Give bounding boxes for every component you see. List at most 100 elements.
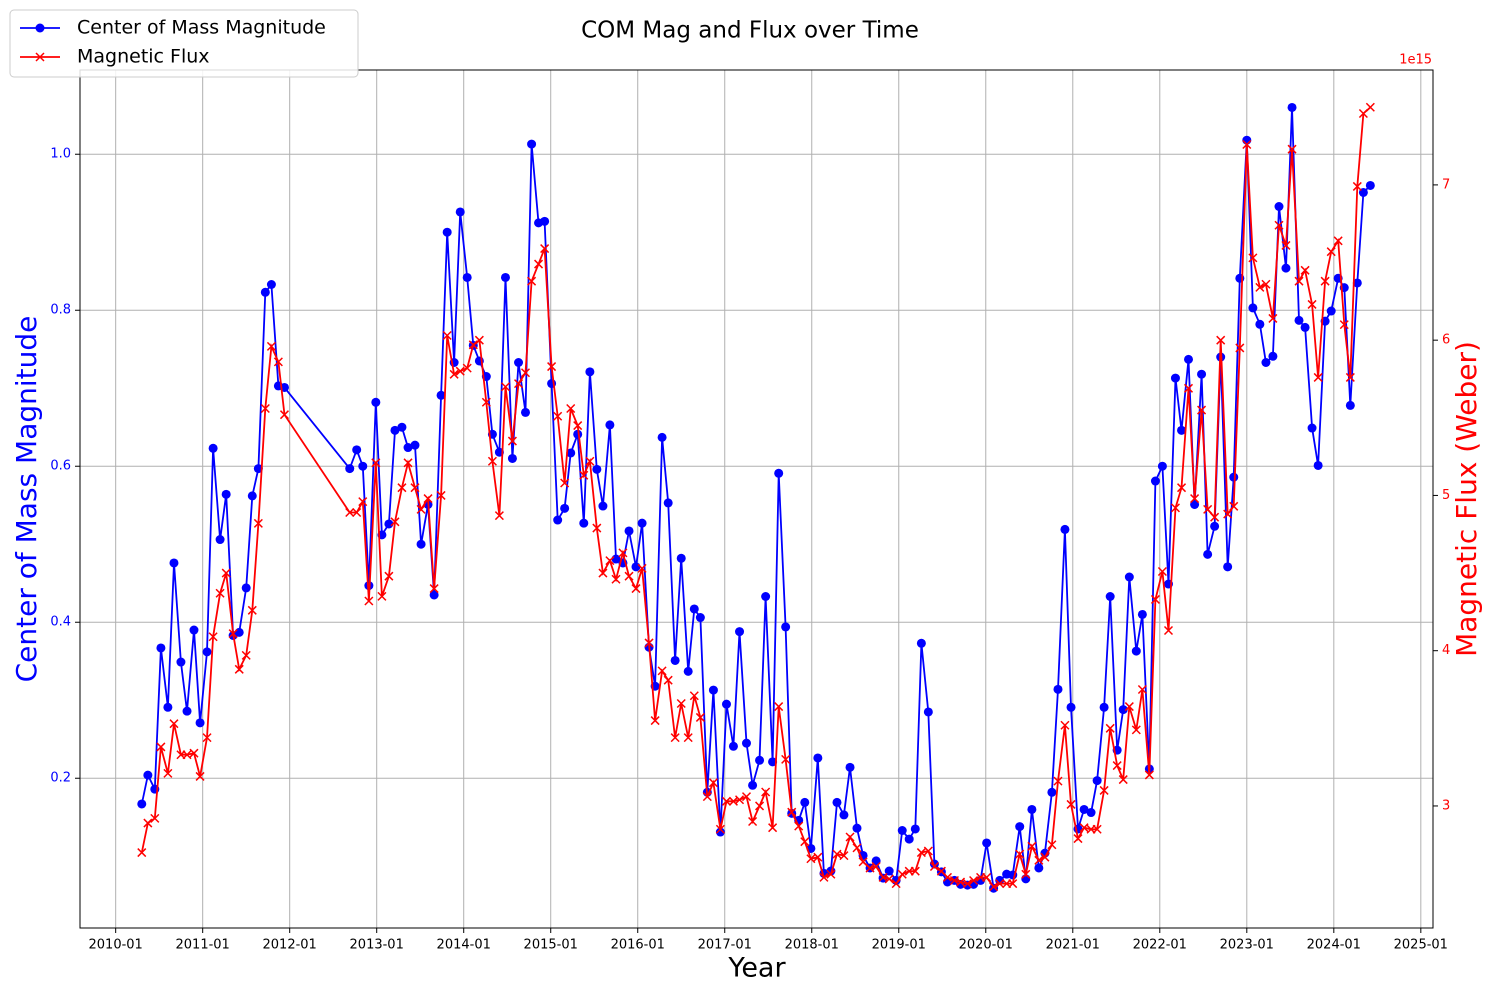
- marker: [215, 588, 225, 598]
- marker: [189, 748, 199, 758]
- marker: [377, 591, 387, 601]
- marker: [1105, 723, 1115, 733]
- marker: [579, 518, 589, 528]
- marker: [449, 369, 459, 379]
- marker: [832, 849, 842, 859]
- x-tick-label: 2024-01: [1307, 938, 1361, 953]
- marker: [715, 824, 725, 834]
- legend-marker: [35, 23, 45, 33]
- marker: [481, 397, 491, 407]
- y-tick-label: 0.6: [50, 459, 71, 474]
- marker: [1190, 494, 1200, 504]
- y-tick-label: 0.8: [50, 303, 71, 318]
- marker: [487, 456, 497, 466]
- marker: [540, 216, 550, 226]
- marker: [689, 691, 699, 701]
- marker: [1027, 804, 1037, 814]
- marker: [923, 846, 933, 856]
- marker: [929, 861, 939, 872]
- marker: [1248, 253, 1258, 263]
- marker: [891, 879, 901, 889]
- marker: [683, 733, 693, 743]
- marker: [1300, 265, 1310, 275]
- marker: [761, 787, 771, 797]
- marker: [553, 411, 563, 421]
- marker: [650, 716, 660, 726]
- marker: [585, 456, 595, 466]
- marker: [500, 272, 510, 282]
- marker: [1150, 476, 1160, 486]
- marker: [266, 341, 276, 351]
- marker: [513, 379, 524, 389]
- marker: [663, 675, 673, 685]
- marker: [657, 666, 667, 676]
- marker: [1183, 383, 1194, 393]
- marker: [1274, 220, 1284, 230]
- marker: [1274, 202, 1284, 211]
- marker: [813, 753, 823, 763]
- marker: [982, 838, 992, 848]
- marker: [1235, 343, 1245, 353]
- marker: [182, 706, 192, 716]
- marker: [721, 796, 732, 806]
- marker: [442, 330, 452, 341]
- marker: [735, 627, 745, 637]
- marker: [182, 750, 192, 760]
- marker: [748, 780, 758, 790]
- x-tick-label: 2018-01: [785, 938, 839, 953]
- marker: [1281, 263, 1291, 273]
- marker: [755, 755, 765, 765]
- marker: [520, 368, 531, 378]
- marker: [982, 872, 992, 882]
- marker: [195, 771, 205, 781]
- marker: [748, 816, 758, 827]
- marker: [202, 733, 212, 743]
- marker: [1073, 834, 1083, 844]
- marker: [1210, 512, 1220, 522]
- marker: [371, 458, 381, 468]
- marker: [676, 698, 686, 709]
- marker: [728, 741, 738, 751]
- marker: [1066, 799, 1076, 809]
- marker: [670, 655, 680, 665]
- marker: [143, 770, 153, 780]
- marker: [462, 363, 472, 373]
- marker: [358, 461, 368, 471]
- marker: [708, 778, 718, 788]
- marker: [1124, 572, 1134, 582]
- marker: [416, 539, 426, 549]
- marker: [806, 854, 816, 864]
- marker: [560, 478, 570, 488]
- marker: [1137, 609, 1147, 619]
- marker: [1086, 808, 1096, 818]
- marker: [1040, 852, 1050, 862]
- marker: [345, 507, 355, 518]
- marker: [410, 483, 420, 493]
- marker: [520, 407, 530, 417]
- marker: [1157, 566, 1167, 577]
- marker: [1118, 775, 1128, 785]
- marker: [1333, 236, 1343, 246]
- x-tick-label: 2012-01: [263, 938, 317, 953]
- marker: [455, 207, 465, 217]
- marker: [547, 362, 557, 372]
- legend-label: Center of Mass Magnitude: [77, 17, 326, 39]
- marker: [1210, 521, 1220, 531]
- marker: [1137, 684, 1147, 695]
- marker: [352, 507, 362, 518]
- marker: [1015, 822, 1025, 832]
- y2-tick-label: 7: [1442, 177, 1450, 192]
- marker: [1248, 303, 1258, 313]
- marker: [384, 519, 394, 529]
- marker: [1261, 279, 1271, 289]
- marker: [592, 523, 602, 533]
- marker: [143, 818, 153, 828]
- marker: [942, 872, 953, 882]
- marker: [1034, 863, 1044, 873]
- marker: [1124, 702, 1134, 712]
- marker: [592, 464, 602, 474]
- marker: [279, 410, 290, 420]
- marker: [741, 792, 752, 802]
- marker: [1307, 299, 1317, 309]
- marker: [1365, 102, 1375, 112]
